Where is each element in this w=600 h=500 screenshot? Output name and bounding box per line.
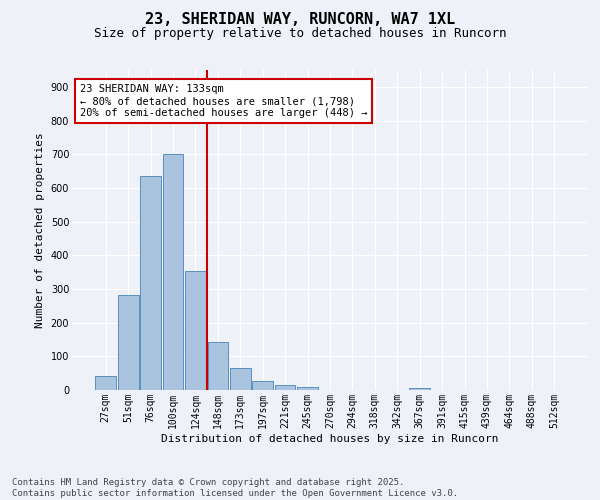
X-axis label: Distribution of detached houses by size in Runcorn: Distribution of detached houses by size … (161, 434, 499, 444)
Bar (185, 272, 206, 390)
Text: 23, SHERIDAN WAY, RUNCORN, WA7 1XL: 23, SHERIDAN WAY, RUNCORN, WA7 1XL (145, 12, 455, 28)
Text: 23 SHERIDAN WAY: 133sqm
← 80% of detached houses are smaller (1,798)
20% of semi: 23 SHERIDAN WAY: 133sqm ← 80% of detache… (80, 84, 367, 117)
Bar (409, 388, 430, 390)
Bar (163, 154, 184, 390)
Bar (208, 342, 228, 390)
Text: Size of property relative to detached houses in Runcorn: Size of property relative to detached ho… (94, 28, 506, 40)
Bar (297, 386, 318, 390)
Y-axis label: Number of detached properties: Number of detached properties (35, 132, 45, 328)
Bar (253, 380, 273, 390)
Bar (118, 294, 139, 390)
Bar (230, 368, 251, 390)
Bar (140, 176, 161, 390)
Bar (95, 376, 116, 390)
Bar (275, 385, 295, 390)
Text: Contains HM Land Registry data © Crown copyright and database right 2025.
Contai: Contains HM Land Registry data © Crown c… (12, 478, 458, 498)
